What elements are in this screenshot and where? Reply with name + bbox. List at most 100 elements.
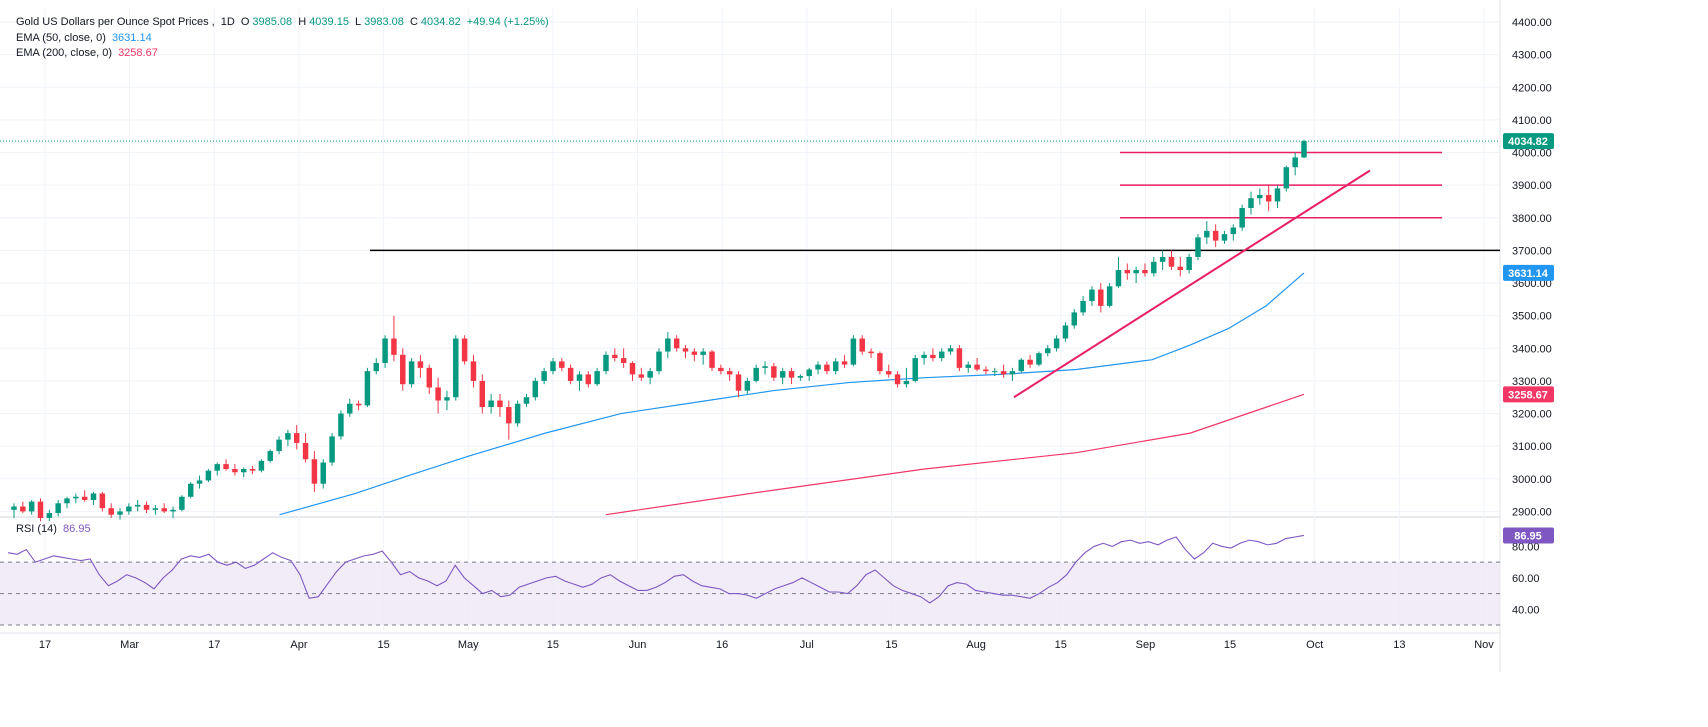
candle-body	[841, 361, 848, 365]
candle-body	[338, 413, 344, 437]
candle	[1257, 188, 1263, 205]
candle	[576, 371, 583, 391]
candle-body	[585, 374, 592, 385]
time-tick-label: Sep	[1136, 639, 1156, 651]
candle-body	[1301, 141, 1307, 158]
candle-body	[400, 354, 406, 385]
candle	[921, 351, 927, 365]
candle-body	[1124, 269, 1131, 274]
rsi-badge: 86.95	[1503, 527, 1554, 544]
candle	[382, 335, 388, 368]
candle-body	[143, 504, 150, 510]
candle-body	[1071, 312, 1078, 326]
candle-body	[1062, 325, 1069, 339]
price-tick-label: 3900.00	[1512, 180, 1552, 192]
price-tick-label: 2900.00	[1512, 506, 1552, 518]
time-tick-label: Mar	[120, 639, 139, 651]
candle	[444, 390, 450, 411]
candle	[64, 496, 70, 509]
candle	[232, 464, 238, 476]
ema200-badge: 3258.67	[1503, 386, 1554, 403]
candle-body	[1168, 256, 1175, 267]
ema50-badge-text: 3631.14	[1508, 268, 1549, 280]
candle-body	[126, 506, 132, 512]
open-label: O	[240, 16, 250, 28]
candle	[276, 436, 282, 455]
time-tick-label: 17	[39, 639, 51, 651]
chart-canvas[interactable]: 2900.00 3000.00 3100.00 3200.00 3300.00 3400.…	[0, 0, 1568, 672]
candle	[1027, 354, 1033, 368]
candle-body	[559, 361, 565, 368]
ema50-value: 3631.14	[111, 32, 152, 44]
candle	[885, 364, 892, 378]
time-tick-label: 15	[885, 639, 897, 651]
candle-body	[1177, 266, 1184, 270]
candle	[815, 361, 821, 375]
candle-body	[267, 451, 273, 461]
candle	[1221, 230, 1228, 244]
candle	[240, 467, 247, 478]
candle	[930, 348, 936, 362]
rsi-badge-bg	[1503, 527, 1554, 544]
candle	[435, 377, 441, 414]
candle-body	[1000, 371, 1007, 375]
legend-interval: 1D	[220, 16, 235, 28]
candle-body	[1142, 269, 1148, 274]
candle-body	[1036, 353, 1042, 365]
rsi-badge-text: 86.95	[1514, 531, 1542, 543]
candle	[214, 462, 220, 476]
candle-body	[832, 361, 839, 372]
candle	[329, 433, 335, 466]
candle-body	[1265, 194, 1272, 202]
candle-body	[205, 470, 212, 481]
candle	[753, 364, 759, 383]
candle	[726, 367, 733, 381]
candle	[461, 335, 468, 365]
candle-body	[1053, 338, 1060, 349]
candle-body	[435, 387, 441, 401]
candle-body	[1089, 289, 1095, 301]
candle-body	[329, 436, 335, 463]
candle	[603, 351, 609, 375]
candle-body	[771, 366, 777, 378]
price-tick-label: 3800.00	[1512, 213, 1552, 225]
candle-body	[1195, 237, 1201, 257]
candle	[179, 495, 185, 512]
ema200-line	[605, 393, 1305, 516]
candle-body	[779, 371, 786, 378]
candle-body	[859, 338, 865, 352]
candle-body	[815, 364, 821, 370]
candle-body	[620, 358, 627, 363]
rsi-tick-label: 80.00	[1512, 541, 1540, 553]
candle-body	[665, 338, 671, 352]
candle	[788, 367, 795, 385]
candle	[73, 493, 79, 504]
time-tick-label: Jul	[800, 639, 814, 651]
candle	[1036, 351, 1042, 367]
open-value: 3985.08	[252, 16, 293, 28]
candle	[709, 349, 715, 372]
candle	[1009, 367, 1016, 381]
candle	[126, 503, 132, 515]
candle-body	[638, 374, 645, 378]
legend-rsi-row: RSI (14) 86.95	[16, 523, 94, 535]
candle	[620, 348, 627, 368]
candle	[559, 358, 565, 372]
candle-body	[682, 348, 689, 352]
candle-body	[576, 374, 583, 381]
candle-body	[673, 338, 680, 349]
candle-body	[1212, 230, 1219, 241]
candle-body	[629, 362, 636, 375]
candle	[497, 393, 503, 417]
time-tick-label: Jun	[629, 639, 647, 651]
ema200-badge-bg	[1503, 386, 1554, 403]
candle-body	[249, 469, 256, 471]
time-tick-label: Aug	[966, 639, 986, 651]
candle-body	[1018, 359, 1024, 372]
candle-body	[417, 361, 424, 368]
candle	[408, 358, 415, 388]
candle	[779, 367, 786, 385]
candle-body	[81, 496, 88, 501]
candle-body	[37, 501, 44, 518]
legend-title-row: Gold US Dollars per Ounce Spot Prices, 1…	[16, 16, 549, 28]
